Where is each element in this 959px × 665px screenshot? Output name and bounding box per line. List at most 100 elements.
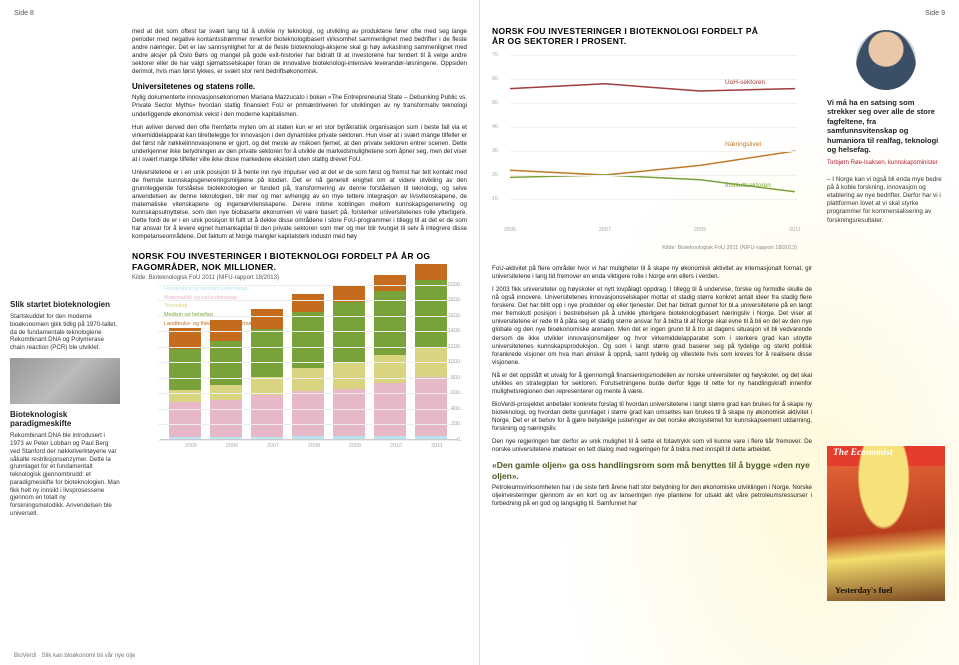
barchart-ytick: 0 [457,437,460,443]
para: Petroleumsvirksomheten har i de siste fø… [492,484,812,508]
linechart: Kilde: Bioteknologisk FoU 2011 (NIFU-rap… [492,55,797,240]
barchart-ytick: 1000 [448,359,460,365]
linechart-xlabel: 2007 [599,227,611,233]
para: Universitetene er i en unik posisjon til… [132,169,467,242]
linechart-gridline [510,151,797,152]
linechart-gridline [510,199,797,200]
para: Den nye regjeringen bør derfor av unik m… [492,438,812,454]
linechart-ytick: 30 [492,148,498,154]
minister-subquote: – I Norge kan vi også bli enda mye bedre… [827,176,945,225]
linechart-gridline [510,103,797,104]
bar-segment [292,436,324,438]
linechart-gridline [510,175,797,176]
bar-group [210,320,242,438]
page-spread: Side 8 Slik startet bioteknologien Start… [0,0,959,665]
page-number-right: Side 9 [925,10,945,17]
bar-segment [169,437,201,439]
barchart-gridline [158,347,462,348]
bar-segment [292,312,324,368]
bar-segment [333,389,365,436]
linechart-xlabel: 2005 [504,227,516,233]
bar-segment [374,275,406,291]
economist-cover: The Economist Yesterday's fuel [827,446,945,601]
barchart-gridline [158,409,462,410]
section-heading: Universitetenes og statens rolle. [132,82,467,91]
linechart-gridline [510,127,797,128]
barchart-ytick: 1200 [448,344,460,350]
para: Nylig dokumenterte innovasjonsøkonomen M… [132,94,467,118]
minister-portrait [856,30,916,90]
bar-segment [415,280,447,348]
bar-segment [292,294,324,313]
barchart-gridline [158,300,462,301]
linechart-xlabel: 2009 [694,227,706,233]
barchart-ytick: 200 [451,421,460,427]
barchart-xlabel: 2008 [292,443,336,449]
sidebar-heading-1: Slik startet bioteknologien [10,300,120,309]
bar-segment [251,437,283,439]
bar-segment [169,349,201,389]
bar-segment [415,377,447,436]
linechart-series [510,151,795,175]
left-sidebar: Slik startet bioteknologien Startskuddet… [10,300,120,524]
bar-segment [333,363,365,389]
barchart-ytick: 1800 [448,297,460,303]
para: BioVerdi-prosjektet anbefaler konkrete f… [492,401,812,433]
bar-segment [333,436,365,439]
linechart-ytick: 60 [492,76,498,82]
barchart-ytick: 2000 [448,282,460,288]
barchart-gridline [158,362,462,363]
linechart-ytick: 40 [492,124,498,130]
barchart: Humaniora og samfunnsvitenskapMatematikk… [132,285,462,460]
barchart-gridline [158,440,462,441]
linechart-ytick: 50 [492,100,498,106]
para: Hun avliver derved den ofte fremførte my… [132,124,467,164]
bar-segment [333,302,365,362]
barchart-ytick: 600 [451,390,460,396]
sidebar-heading-2: Bioteknologisk paradigmeskifte [10,410,120,428]
minister-attribution: Torbjørn Røe-Isaksen, kunnskapsminister [827,160,945,168]
footer-left: BioVerdi · Slik kan bioøkonomi bli vår n… [14,653,135,659]
para: med at det som oftest tar svært lang tid… [132,28,467,76]
bar-segment [251,395,283,436]
linechart-gridline [510,55,797,56]
barchart-ytick: 800 [451,375,460,381]
linechart-ytick: 10 [492,196,498,202]
bar-segment [292,368,324,391]
barchart-ytick: 1600 [448,313,460,319]
barchart-xlabel: 2006 [210,443,254,449]
linechart-xlabel: 2011 [789,227,801,233]
linechart-series-label: Næringslivet [725,141,761,148]
barchart-xlabel: 2010 [374,443,418,449]
bar-segment [251,329,283,377]
barchart-gridline [158,316,462,317]
linechart-title: NORSK FOU INVESTERINGER I BIOTEKNOLOGI F… [492,26,772,46]
page-number-left: Side 8 [14,10,34,17]
minister-quote: Vi må ha en satsing som strekker seg ove… [827,98,945,154]
page-right: Side 9 NORSK FOU INVESTERINGER I BIOTEKN… [480,0,959,665]
bar-group [169,328,201,438]
minister-quote-box: Vi må ha en satsing som strekker seg ove… [827,30,945,231]
linechart-series-label: UoH-sektoren [725,79,765,86]
linechart-series-label: Instituttsektoren [725,182,771,189]
barchart-xlabel: 2011 [415,443,459,449]
linechart-source: Kilde: Bioteknologisk FoU 2011 (NIFU-rap… [662,245,797,251]
barchart-gridline [158,285,462,286]
barchart-xlabel: 2005 [169,443,213,449]
pull-quote-heading: «Den gamle oljen» ga oss handlingsrom so… [492,460,812,480]
para: Nå er det oppstått et utvalg for å gjenn… [492,372,812,396]
sidebar-photo [10,358,120,404]
bar-segment [169,390,201,402]
para: FoU-aktivitet på flere områder hvor vi h… [492,265,812,281]
bar-group [415,264,447,439]
barchart-ytick: 1400 [448,328,460,334]
right-main-column: FoU-aktivitet på flere områder hvor vi h… [492,265,812,513]
sidebar-body-2: Rekombinant DNA ble introdusert i 1973 a… [10,432,120,517]
bar-segment [210,400,242,436]
barchart-xlabel: 2007 [251,443,295,449]
barchart-gridline [158,393,462,394]
barchart-gridline [158,378,462,379]
bar-segment [415,264,447,280]
sidebar-body-1: Startskuddet for den moderne bioøkonomie… [10,313,120,352]
barchart-gridline [158,424,462,425]
